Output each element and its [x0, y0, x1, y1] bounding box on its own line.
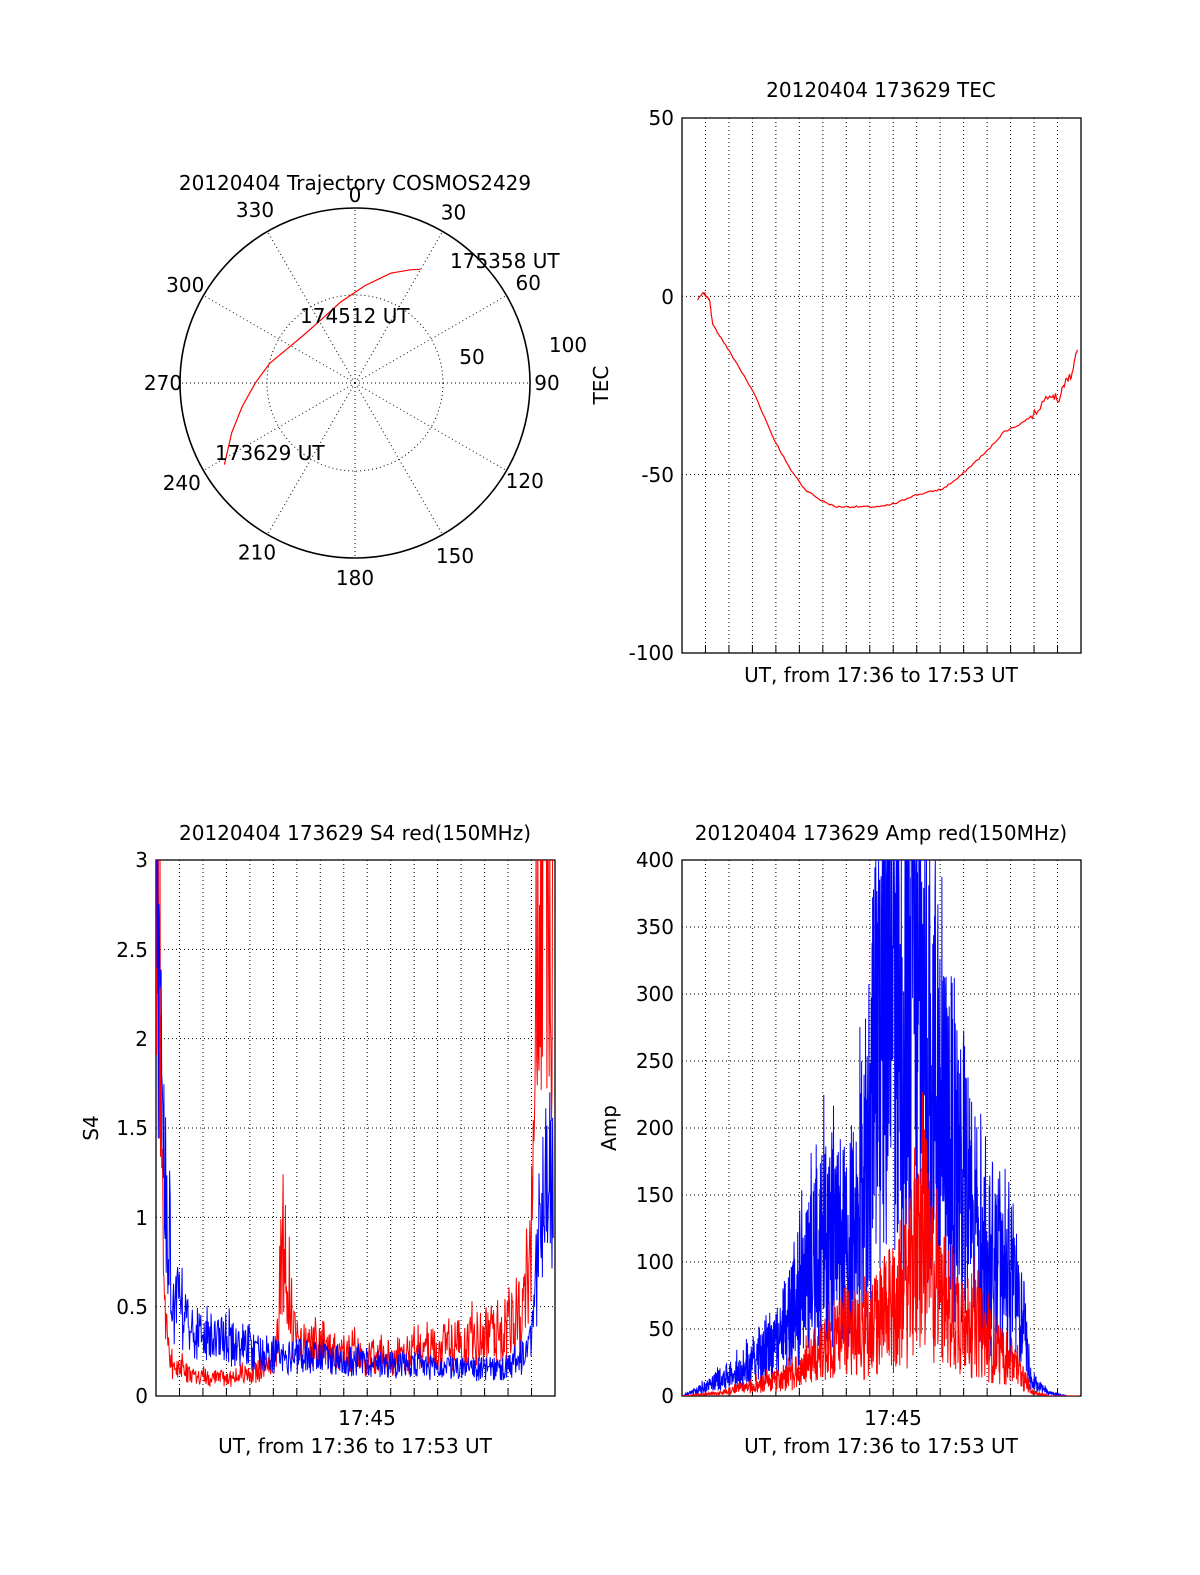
amp-series-red	[682, 1092, 1080, 1396]
tec-grid	[682, 118, 1081, 653]
amp-title: 20120404 173629 Amp red(150MHz)	[695, 821, 1067, 845]
tec-ytick-label: 50	[649, 106, 674, 130]
amp-y-ticks: 0 50 100 150 200 250 300 350 400	[636, 848, 674, 1408]
tec-y-ticks: -100 -50 0 50	[629, 106, 674, 665]
tec-title: 20120404 173629 TEC	[766, 78, 996, 102]
s4-ytick-label: 1	[135, 1206, 148, 1230]
polar-angle-label: 120	[506, 469, 544, 493]
polar-angle-labels: 0 30 60 90 120 150 180 210 240 270 300 330	[144, 183, 560, 590]
tec-series-red	[697, 291, 1078, 509]
amp-ytick-label: 0	[661, 1384, 674, 1408]
tec-chart: 20120404 173629 TEC -100 -50 0 50 TEC UT…	[589, 78, 1082, 687]
tec-y-axis-label: TEC	[589, 366, 613, 406]
polar-angle-label: 210	[238, 541, 276, 565]
amp-x-axis-label: UT, from 17:36 to 17:53 UT	[744, 1434, 1019, 1458]
s4-series-blue	[156, 860, 554, 1382]
amp-ytick-label: 350	[636, 915, 674, 939]
amp-ytick-label: 50	[649, 1317, 674, 1341]
amp-plot-area	[682, 860, 1080, 1396]
s4-ytick-label: 1.5	[116, 1116, 148, 1140]
polar-radius-label-50: 50	[459, 345, 484, 369]
s4-chart: 20120404 173629 S4 red(150MHz) 0 0.5 1 1…	[79, 821, 556, 1458]
s4-xtick-label: 17:45	[338, 1406, 396, 1430]
amp-ytick-label: 150	[636, 1183, 674, 1207]
polar-spoke	[354, 382, 443, 535]
amp-ytick-label: 100	[636, 1250, 674, 1274]
amp-y-axis-label: Amp	[597, 1105, 621, 1151]
polar-angle-label: 0	[349, 183, 362, 207]
polar-trajectory-line	[223, 268, 421, 465]
annotation-end-time: 175358 UT	[450, 249, 560, 273]
amp-ytick-label: 400	[636, 848, 674, 872]
s4-y-ticks: 0 0.5 1 1.5 2 2.5 3	[116, 848, 148, 1408]
annotation-mid-time: 174512 UT	[300, 304, 410, 328]
s4-x-axis-label: UT, from 17:36 to 17:53 UT	[218, 1434, 493, 1458]
tec-plot-frame	[681, 117, 1082, 654]
polar-title: 20120404 Trajectory COSMOS2429	[179, 171, 531, 195]
polar-angle-label: 90	[534, 371, 559, 395]
amp-xtick-label: 17:45	[864, 1406, 922, 1430]
polar-angle-label: 270	[144, 371, 182, 395]
amp-ytick-label: 250	[636, 1049, 674, 1073]
amp-chart: 20120404 173629 Amp red(150MHz) 0 50 100…	[597, 821, 1082, 1458]
annotation-start-time: 173629 UT	[215, 441, 325, 465]
amp-plot-frame	[681, 859, 1082, 1397]
polar-angle-label: 330	[236, 198, 274, 222]
s4-grid	[156, 860, 555, 1396]
polar-spoke	[354, 382, 507, 471]
tec-ytick-label: 0	[661, 285, 674, 309]
tec-ytick-label: -50	[641, 463, 674, 487]
s4-ytick-label: 2	[135, 1027, 148, 1051]
polar-angle-label: 300	[166, 273, 204, 297]
tec-ytick-label: -100	[629, 641, 674, 665]
s4-plot-area	[156, 860, 554, 1388]
polar-angle-label: 30	[441, 200, 466, 224]
s4-ytick-label: 0	[135, 1384, 148, 1408]
trajectory-polar-chart: 20120404 Trajectory COSMOS2429 0 30 60 90 12…	[144, 171, 587, 590]
s4-plot-frame	[155, 859, 556, 1397]
amp-ytick-label: 200	[636, 1116, 674, 1140]
polar-radius-label-100: 100	[549, 333, 587, 357]
s4-ytick-label: 0.5	[116, 1295, 148, 1319]
s4-series-red	[156, 860, 554, 1388]
s4-y-axis-label: S4	[79, 1115, 103, 1140]
amp-ytick-label: 300	[636, 982, 674, 1006]
s4-ytick-label: 2.5	[116, 938, 148, 962]
polar-outer-circle	[179, 207, 531, 559]
s4-title: 20120404 173629 S4 red(150MHz)	[179, 821, 531, 845]
polar-angle-label: 180	[336, 566, 374, 590]
polar-angle-label: 240	[163, 471, 201, 495]
polar-angle-label: 60	[515, 271, 540, 295]
polar-angle-label: 150	[436, 544, 474, 568]
s4-ytick-label: 3	[135, 848, 148, 872]
amp-series-blue	[682, 860, 1080, 1396]
tec-x-axis-label: UT, from 17:36 to 17:53 UT	[744, 663, 1019, 687]
